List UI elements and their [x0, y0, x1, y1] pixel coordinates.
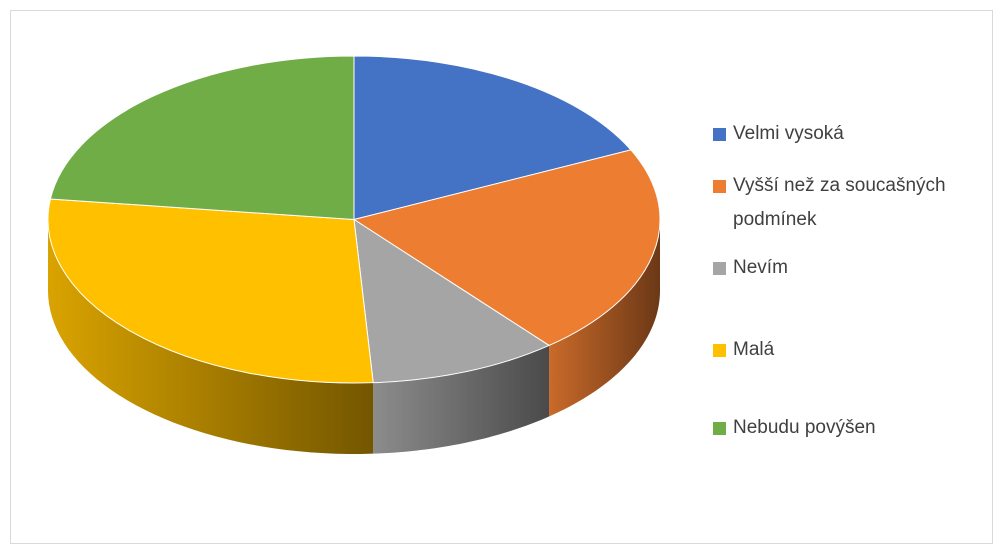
legend-item: Nebudu povýšen [713, 411, 998, 445]
legend-label: Malá [733, 339, 775, 360]
legend-item: Nevím [713, 251, 998, 285]
slice [47, 198, 374, 384]
legend-item: Malá [713, 333, 998, 367]
legend-label: Velmi vysoká [733, 123, 844, 144]
slice [352, 149, 661, 347]
legend-swatch [713, 422, 726, 435]
legend-label: Nebudu povýšen [733, 417, 876, 438]
legend-item: Velmi vysoká [713, 117, 998, 151]
slice-side [549, 219, 660, 417]
slice [353, 218, 551, 384]
legend-swatch [713, 344, 726, 357]
legend-label: Vyšší než za soucašných podmínek [733, 175, 946, 230]
legend-swatch [713, 128, 726, 141]
legend-swatch [713, 180, 726, 193]
slice [353, 55, 632, 221]
legend-swatch [713, 262, 726, 275]
slice [49, 55, 355, 221]
legend-label: Nevím [733, 257, 788, 278]
legend-item: Vyšší než za soucašných podmínek [713, 169, 998, 237]
chart-frame [10, 10, 993, 544]
slice-side [373, 345, 550, 454]
slice-side [48, 219, 374, 454]
